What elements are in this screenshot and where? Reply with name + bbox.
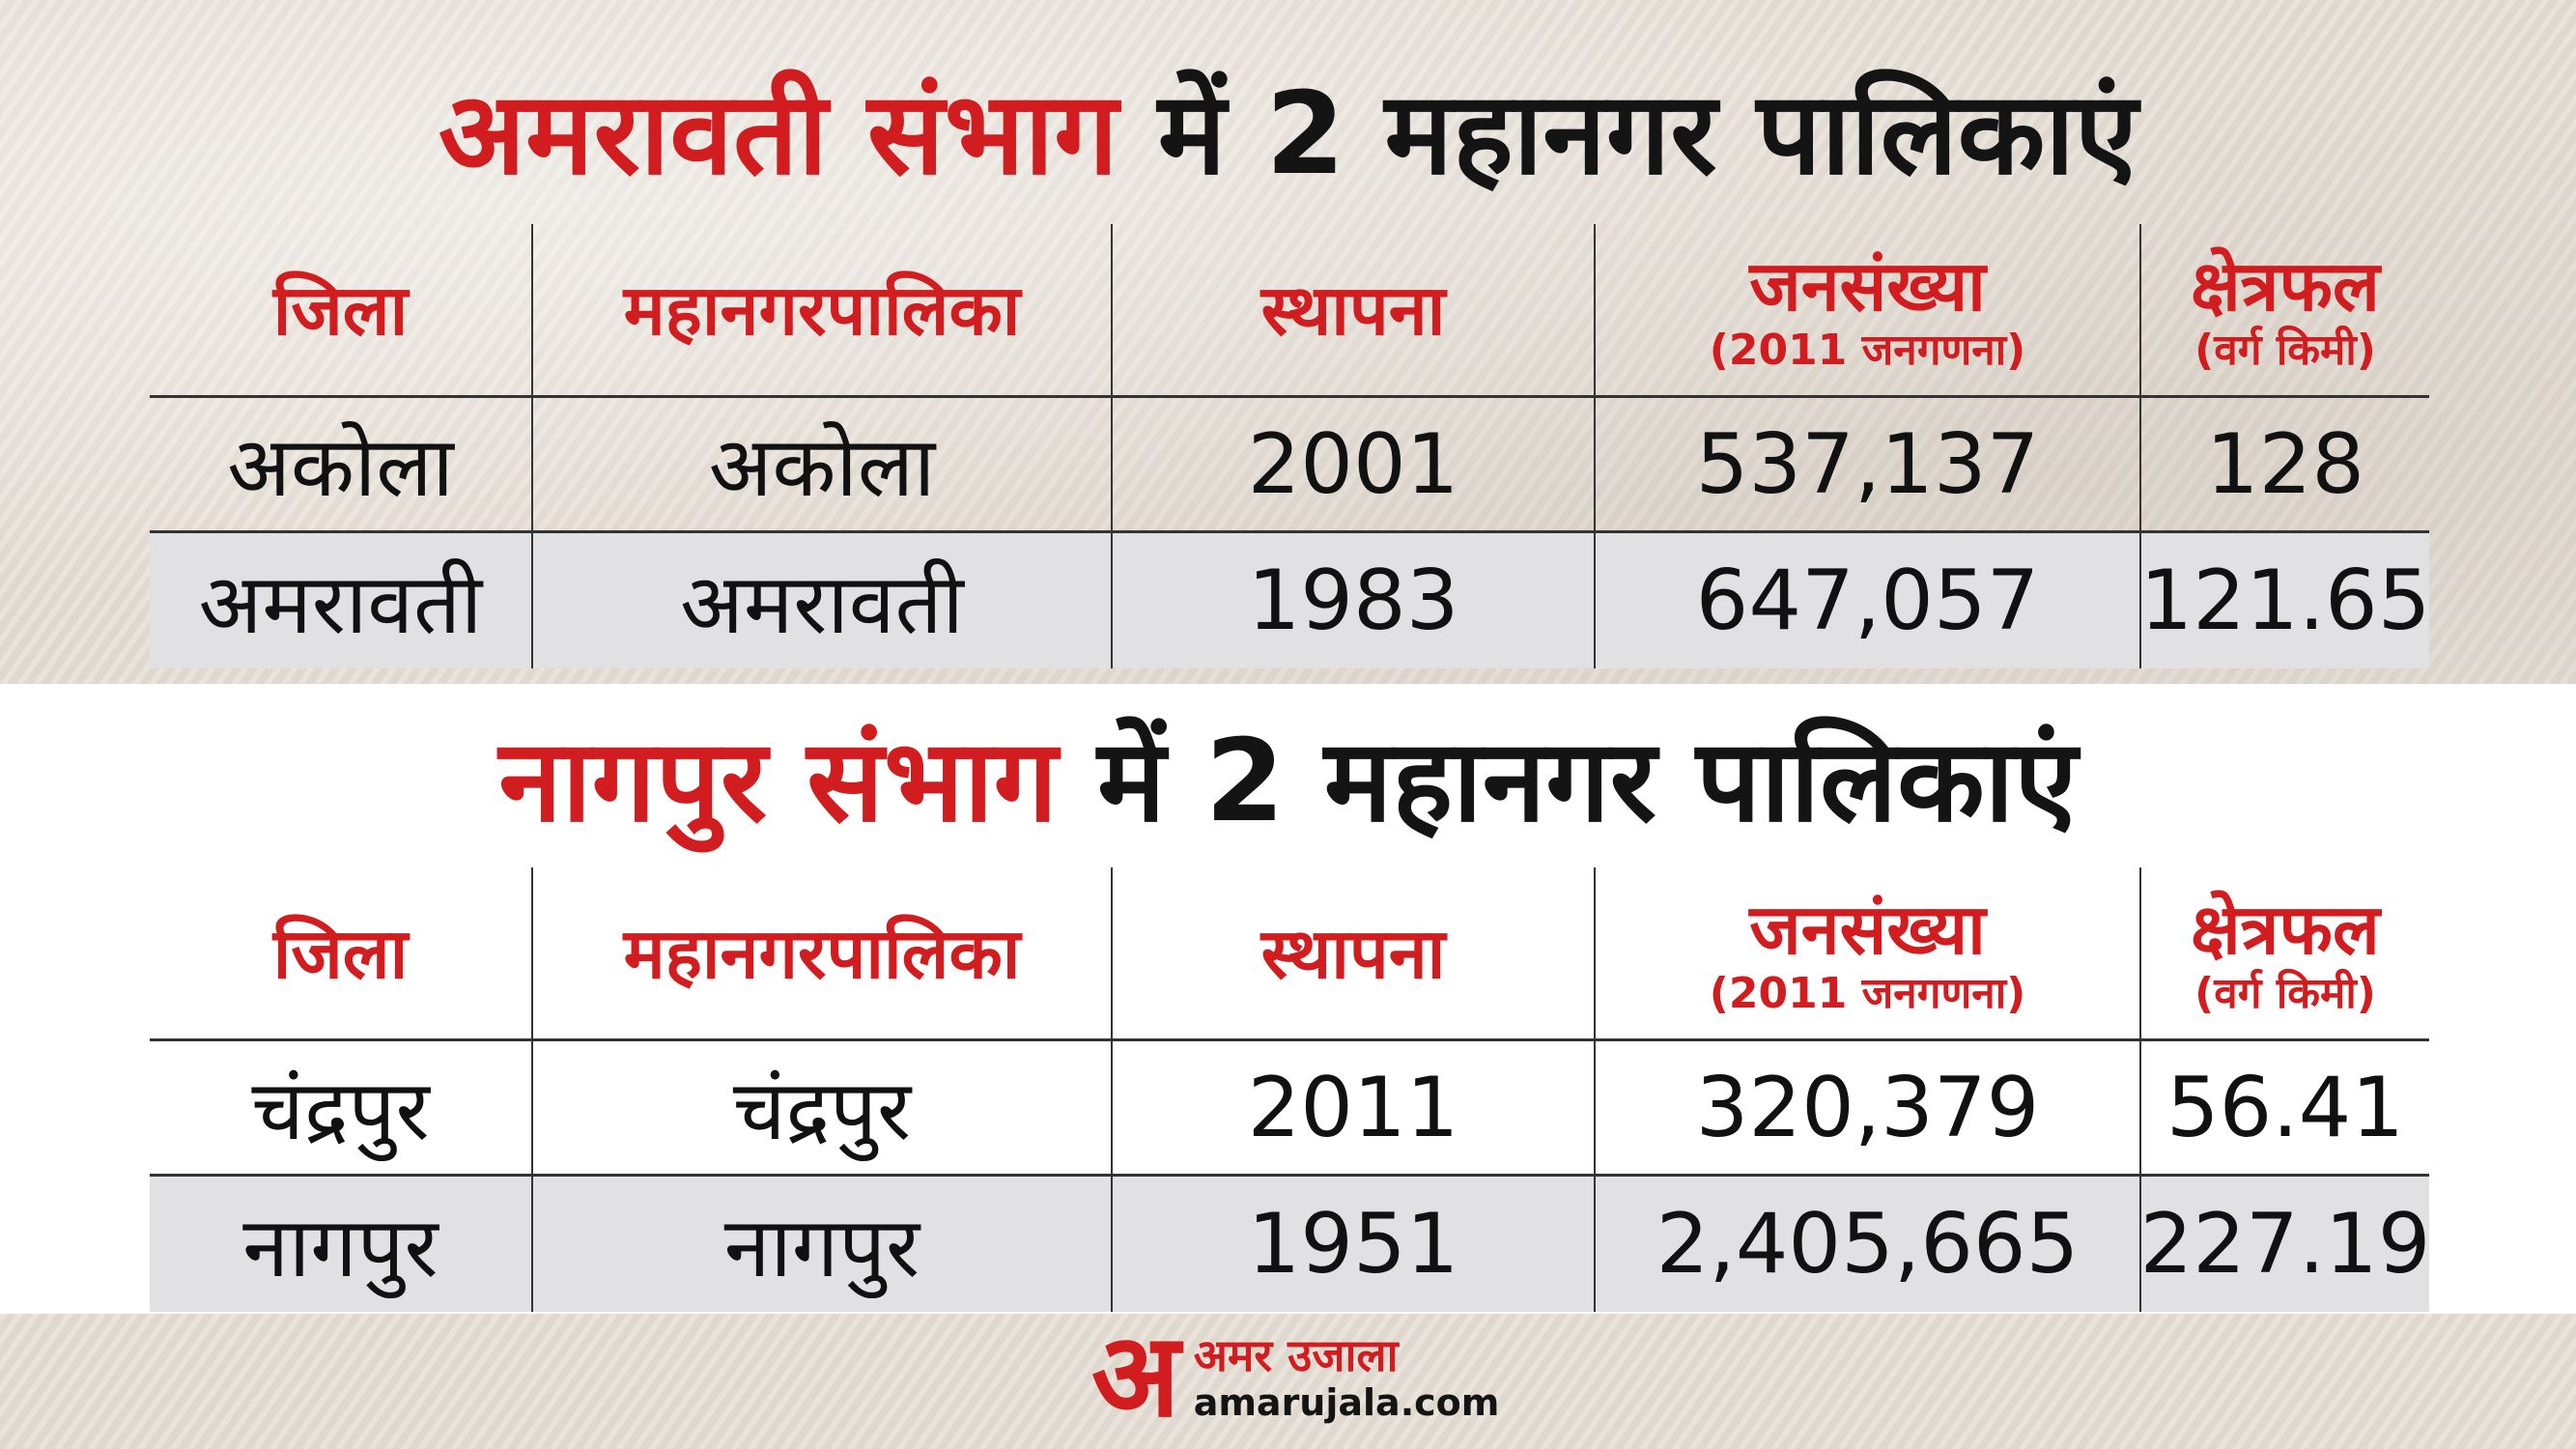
table-row: अमरावती अमरावती 1983 647,057 121.65 xyxy=(150,533,2430,668)
header-corporation-label: महानगरपालिका xyxy=(623,269,1021,351)
cell-district: नागपुर xyxy=(242,1199,439,1296)
cell-area: 56.41 xyxy=(2139,1041,2429,1174)
header-established-label: स्थापना xyxy=(1260,912,1446,994)
header-area: क्षेत्रफल (वर्ग किमी) xyxy=(2139,867,2429,1038)
header-population-label: जनसंख्या xyxy=(1749,888,1986,970)
textured-background-bottom xyxy=(0,1314,2576,1449)
logo-url: amarujala.com xyxy=(1193,1381,1500,1424)
table-header-row: जिला महानगरपालिका स्थापना जनसंख्या (2011… xyxy=(150,867,2429,1041)
header-established: स्थापना xyxy=(1111,867,1594,1038)
table-header-row: जिला महानगरपालिका स्थापना जनसंख्या (2011… xyxy=(150,224,2429,398)
cell-established: 1951 xyxy=(1111,1177,1594,1312)
header-area: क्षेत्रफल (वर्ग किमी) xyxy=(2139,224,2429,395)
header-area-sub: (वर्ग किमी) xyxy=(2194,968,2376,1018)
amravati-table: जिला महानगरपालिका स्थापना जनसंख्या (2011… xyxy=(150,224,2430,668)
header-corporation-label: महानगरपालिका xyxy=(623,912,1021,994)
cell-corporation: अमरावती xyxy=(531,533,1111,668)
header-established: स्थापना xyxy=(1111,224,1594,395)
cell-population: 537,137 xyxy=(1594,398,2139,530)
header-area-sub: (वर्ग किमी) xyxy=(2194,325,2376,375)
table-row: अकोला अकोला 2001 537,137 128 xyxy=(150,398,2429,533)
header-population-sub: (2011 जनगणना) xyxy=(1709,968,2026,1018)
header-population-sub: (2011 जनगणना) xyxy=(1709,325,2026,375)
table-row: नागपुर नागपुर 1951 2,405,665 227.19 xyxy=(150,1177,2430,1312)
nagpur-table: जिला महानगरपालिका स्थापना जनसंख्या (2011… xyxy=(150,867,2430,1312)
section-2-title-highlight: नागपुर संभाग xyxy=(498,714,1058,847)
header-district-label: जिला xyxy=(272,269,409,351)
header-district: जिला xyxy=(150,224,531,395)
cell-established: 1983 xyxy=(1111,533,1594,668)
cell-population: 647,057 xyxy=(1594,533,2139,668)
logo-text: अमर उजाला amarujala.com xyxy=(1194,1329,1500,1424)
cell-population: 320,379 xyxy=(1594,1041,2139,1174)
section-1-title-rest: में 2 महानगर पालिकाएं xyxy=(1157,67,2138,200)
logo-mark: अ xyxy=(1091,1309,1180,1443)
header-established-label: स्थापना xyxy=(1260,269,1446,351)
cell-established: 2011 xyxy=(1111,1041,1594,1174)
amar-ujala-logo: अ अमर उजाला amarujala.com xyxy=(1091,1314,1499,1439)
cell-corporation: नागपुर xyxy=(531,1177,1111,1312)
header-corporation: महानगरपालिका xyxy=(531,224,1111,395)
header-district: जिला xyxy=(150,867,531,1038)
section-1-title: अमरावती संभाग में 2 महानगर पालिकाएं xyxy=(0,66,2576,201)
cell-district: अमरावती xyxy=(198,555,483,653)
header-population: जनसंख्या (2011 जनगणना) xyxy=(1594,867,2139,1038)
header-district-label: जिला xyxy=(272,912,409,994)
header-area-label: क्षेत्रफल xyxy=(2191,888,2380,970)
cell-corporation: चंद्रपुर xyxy=(531,1041,1111,1174)
header-corporation: महानगरपालिका xyxy=(531,867,1111,1038)
cell-area: 128 xyxy=(2139,398,2429,530)
cell-corporation: अकोला xyxy=(531,398,1111,530)
cell-area: 121.65 xyxy=(2139,533,2430,668)
table-row: चंद्रपुर चंद्रपुर 2011 320,379 56.41 xyxy=(150,1041,2429,1177)
cell-established: 2001 xyxy=(1111,398,1594,530)
header-population: जनसंख्या (2011 जनगणना) xyxy=(1594,224,2139,395)
section-2-title: नागपुर संभाग में 2 महानगर पालिकाएं xyxy=(0,713,2576,848)
header-area-label: क्षेत्रफल xyxy=(2191,244,2380,327)
cell-population: 2,405,665 xyxy=(1594,1177,2139,1312)
cell-district: अकोला xyxy=(227,419,454,516)
cell-district: चंद्रपुर xyxy=(251,1063,430,1159)
logo-brand: अमर उजाला xyxy=(1193,1329,1399,1381)
section-2-title-rest: में 2 महानगर पालिकाएं xyxy=(1097,714,2078,847)
header-population-label: जनसंख्या xyxy=(1749,244,1986,327)
section-1-title-highlight: अमरावती संभाग xyxy=(438,67,1118,200)
cell-area: 227.19 xyxy=(2139,1177,2430,1312)
